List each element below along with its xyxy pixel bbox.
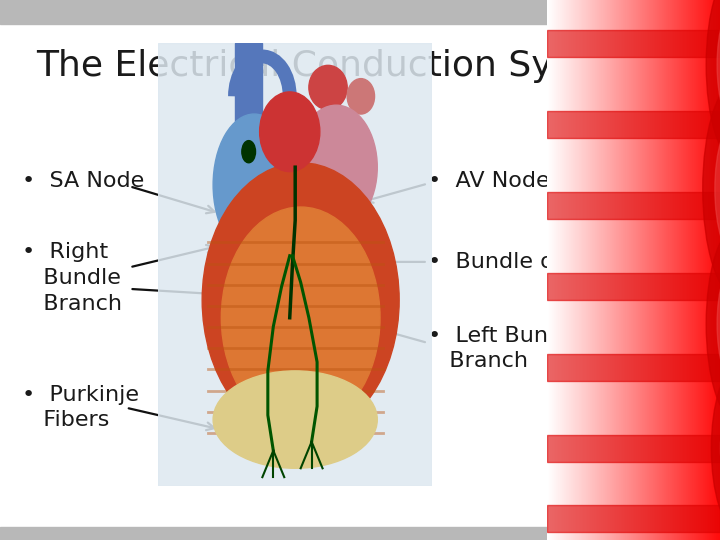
Bar — [547, 30, 720, 57]
Ellipse shape — [213, 114, 295, 256]
Ellipse shape — [347, 79, 374, 114]
Text: •  Left Bundle
   Branch: • Left Bundle Branch — [428, 326, 582, 371]
Ellipse shape — [213, 371, 377, 468]
Circle shape — [242, 140, 256, 163]
Bar — [547, 111, 720, 138]
Ellipse shape — [295, 105, 377, 229]
Circle shape — [706, 0, 720, 162]
Circle shape — [706, 227, 720, 421]
Bar — [547, 273, 720, 300]
Circle shape — [717, 261, 720, 387]
Bar — [547, 505, 720, 532]
Text: The Electrical Conduction System: The Electrical Conduction System — [36, 49, 643, 83]
Text: •  SA Node: • SA Node — [22, 171, 144, 191]
Bar — [547, 354, 720, 381]
Bar — [547, 435, 720, 462]
Ellipse shape — [309, 65, 347, 110]
Circle shape — [717, 2, 720, 128]
Circle shape — [711, 367, 720, 529]
Text: •  Purkinje
   Fibers: • Purkinje Fibers — [22, 385, 138, 430]
Bar — [547, 192, 720, 219]
Text: •  Bundle of HIS: • Bundle of HIS — [428, 252, 606, 272]
Circle shape — [703, 81, 720, 297]
Bar — [0, 526, 720, 540]
Text: •  Right
   Bundle
   Branch: • Right Bundle Branch — [22, 242, 122, 314]
Bar — [0, 0, 720, 24]
Text: •  AV Node: • AV Node — [428, 171, 550, 191]
Ellipse shape — [260, 92, 320, 172]
Bar — [235, 43, 262, 176]
Circle shape — [715, 119, 720, 259]
Ellipse shape — [221, 207, 380, 428]
Ellipse shape — [202, 163, 399, 437]
